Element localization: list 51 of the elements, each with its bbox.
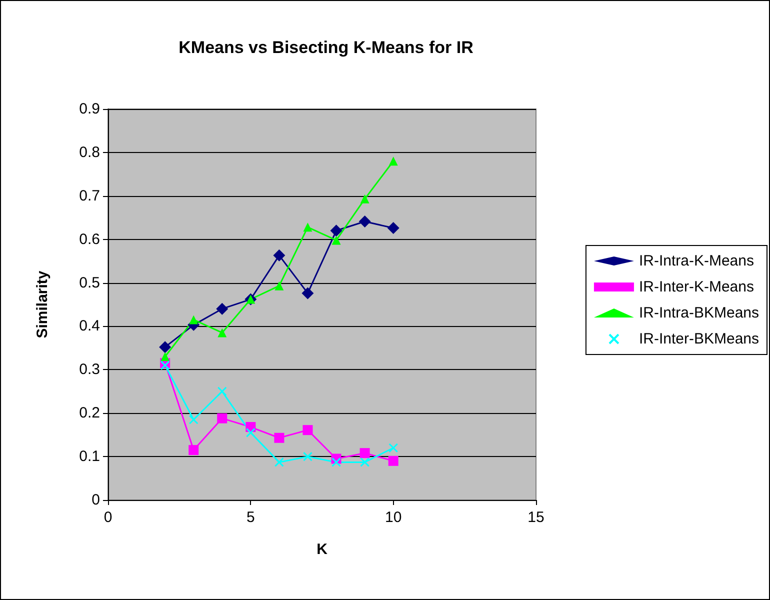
point	[246, 428, 256, 438]
point	[302, 425, 313, 436]
point	[358, 216, 371, 228]
point	[360, 457, 370, 467]
x-tick-label: 5	[246, 509, 255, 526]
point	[388, 156, 398, 166]
point	[360, 448, 370, 458]
point	[189, 315, 198, 324]
legend-label: IR-Intra-K-Means	[638, 252, 754, 270]
point	[302, 287, 314, 300]
legend-label: IR-Inter-BKMeans	[638, 330, 760, 348]
point	[218, 328, 227, 338]
point	[274, 457, 284, 467]
chart-title: KMeans vs Bisecting K-Means for IR	[178, 38, 474, 57]
y-tick-label: 0.4	[79, 318, 100, 335]
point	[274, 432, 284, 443]
legend-label: IR-Intra-BKMeans	[638, 304, 760, 322]
point	[360, 194, 370, 204]
point	[217, 386, 227, 396]
y-tick-label: 0.2	[79, 404, 100, 422]
y-tick-label: 0.1	[79, 448, 100, 466]
point	[332, 457, 342, 467]
y-tick-label: 0	[92, 492, 100, 508]
legend-label: IR-Inter-K-Means	[638, 278, 754, 296]
y-tick-label: 0.3	[79, 361, 100, 378]
y-tick-label: 0.9	[79, 100, 100, 118]
point	[216, 302, 228, 315]
point	[330, 224, 342, 237]
x-tick-label: 15	[528, 509, 544, 526]
point	[217, 413, 228, 424]
y-tick-label: 0.7	[79, 187, 100, 204]
point	[159, 341, 172, 354]
y-tick-label: 0.5	[79, 274, 100, 292]
point	[160, 352, 170, 362]
point	[332, 236, 341, 245]
x-axis-title: K	[316, 541, 328, 558]
point	[388, 443, 398, 453]
point	[388, 456, 398, 466]
point	[303, 222, 312, 232]
y-tick-label: 0.8	[79, 144, 100, 161]
point	[274, 281, 284, 290]
y-axis-title: Similarity	[34, 270, 51, 338]
point	[160, 360, 170, 370]
point	[302, 452, 312, 462]
y-tick-label: 0.6	[79, 230, 100, 248]
point	[387, 222, 400, 234]
point	[188, 445, 199, 456]
x-tick-label: 0	[104, 509, 112, 526]
point	[188, 414, 198, 424]
point	[273, 249, 286, 262]
x-tick-label: 10	[384, 509, 402, 526]
